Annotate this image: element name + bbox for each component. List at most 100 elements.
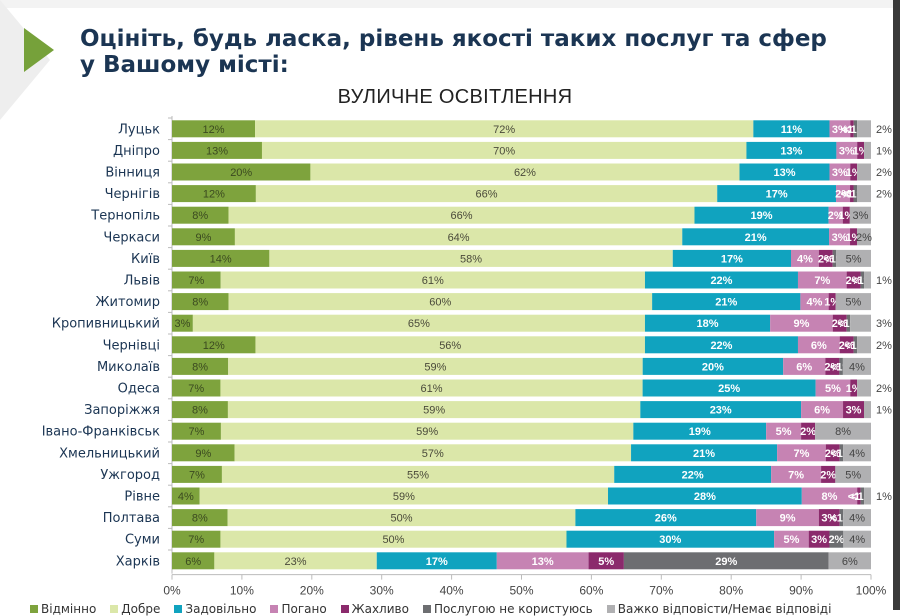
bar-segment <box>857 487 861 505</box>
bar-segment <box>172 465 222 483</box>
data-label: 3% <box>832 167 848 179</box>
x-tick-label: 0% <box>163 584 181 598</box>
bar-segment <box>801 401 844 419</box>
bar-segment <box>652 293 801 311</box>
data-label: 18% <box>697 318 719 330</box>
bar-segment <box>853 336 858 354</box>
x-tick-label: 100% <box>856 584 887 598</box>
bar-segment <box>588 552 624 570</box>
bar-segment <box>843 444 871 462</box>
x-tick-label: 50% <box>509 584 533 598</box>
data-label: 20% <box>702 361 724 373</box>
data-label: 3% <box>846 405 862 417</box>
data-label: 8% <box>192 297 208 309</box>
category-label: Харків <box>116 554 160 569</box>
bar-segment <box>828 552 871 570</box>
data-label: 2% <box>800 426 816 438</box>
bar-segment <box>839 357 843 375</box>
data-label: 5% <box>783 534 799 546</box>
bar-segment <box>172 379 221 397</box>
data-label: 17% <box>426 556 448 568</box>
data-label: 50% <box>382 534 404 546</box>
category-label: Суми <box>125 533 160 548</box>
data-label: 56% <box>439 340 461 352</box>
x-tick-label: 60% <box>579 584 603 598</box>
data-label: 1% <box>876 275 892 287</box>
bar-segment <box>853 185 858 203</box>
bar-segment <box>220 422 634 440</box>
bar-segment <box>783 357 826 375</box>
bar-segment <box>172 401 228 419</box>
bar-segment <box>172 120 256 138</box>
data-label: 7% <box>189 469 205 481</box>
bar-segment <box>172 336 256 354</box>
data-label: 17% <box>721 253 743 265</box>
bar-segment <box>614 465 772 483</box>
data-label: 61% <box>421 383 443 395</box>
bar-segment <box>172 185 256 203</box>
bar-segment <box>199 487 609 505</box>
data-label: 57% <box>422 448 444 460</box>
bar-segment <box>227 509 576 527</box>
data-label: 1% <box>876 145 892 157</box>
data-label: 2% <box>818 253 834 265</box>
data-label: 6% <box>796 361 812 373</box>
data-label: 3% <box>832 232 848 244</box>
legend-label: Задовільно <box>185 602 257 616</box>
category-label: Кропивницький <box>52 317 160 332</box>
bar-segment <box>832 249 837 267</box>
bar-segment <box>766 422 802 440</box>
x-tick-label: 10% <box>230 584 254 598</box>
bar-segment <box>825 357 840 375</box>
data-label: 7% <box>189 426 205 438</box>
slide-title: Оцініть, будь ласка, рівень якості таких… <box>80 26 827 78</box>
bar-segment <box>172 206 229 224</box>
bar-segment <box>310 163 740 181</box>
bar-segment <box>857 120 871 138</box>
data-label: 22% <box>710 340 732 352</box>
data-label: 8% <box>835 426 851 438</box>
category-label: Чернігів <box>105 187 160 202</box>
bar-segment <box>801 422 816 440</box>
legend-swatch <box>340 605 349 613</box>
legend-label: Послугою не користуюсь <box>433 602 593 616</box>
x-tick-label: 90% <box>789 584 813 598</box>
bar-segment <box>850 120 854 138</box>
bar-segment <box>850 379 858 397</box>
bar-segment <box>221 465 615 483</box>
bar-segment <box>746 141 837 159</box>
bar-segment <box>842 357 871 375</box>
data-label: 70% <box>493 145 515 157</box>
data-label: 17% <box>766 189 788 201</box>
data-label: 6% <box>842 556 858 568</box>
bar-segment <box>857 336 871 354</box>
legend-swatch <box>174 605 183 613</box>
data-label: 9% <box>195 448 211 460</box>
data-label: 3% <box>821 513 837 525</box>
bar-segment <box>857 141 865 159</box>
bar-segment <box>797 336 840 354</box>
bar-segment <box>836 185 851 203</box>
data-label: 3% <box>839 145 855 157</box>
data-label: 19% <box>751 210 773 222</box>
bar-segment <box>850 228 858 246</box>
data-label: 29% <box>715 556 737 568</box>
bar-segment <box>172 509 228 527</box>
data-label: 21% <box>715 297 737 309</box>
category-label: Львів <box>124 274 160 289</box>
category-label: Тернопіль <box>90 209 160 224</box>
data-label: 66% <box>450 210 472 222</box>
data-label: 58% <box>460 253 482 265</box>
data-label: 8% <box>822 491 838 503</box>
bar-segment <box>846 271 861 289</box>
bar-segment <box>261 141 747 159</box>
bar-segment <box>566 530 775 548</box>
data-label: 21% <box>693 448 715 460</box>
data-label: 12% <box>203 340 225 352</box>
data-label: 5% <box>598 556 614 568</box>
data-label: 1% <box>876 405 892 417</box>
bar-segment <box>717 185 837 203</box>
bar-segment <box>608 487 802 505</box>
bar-segment <box>777 444 826 462</box>
bar-segment <box>860 487 865 505</box>
